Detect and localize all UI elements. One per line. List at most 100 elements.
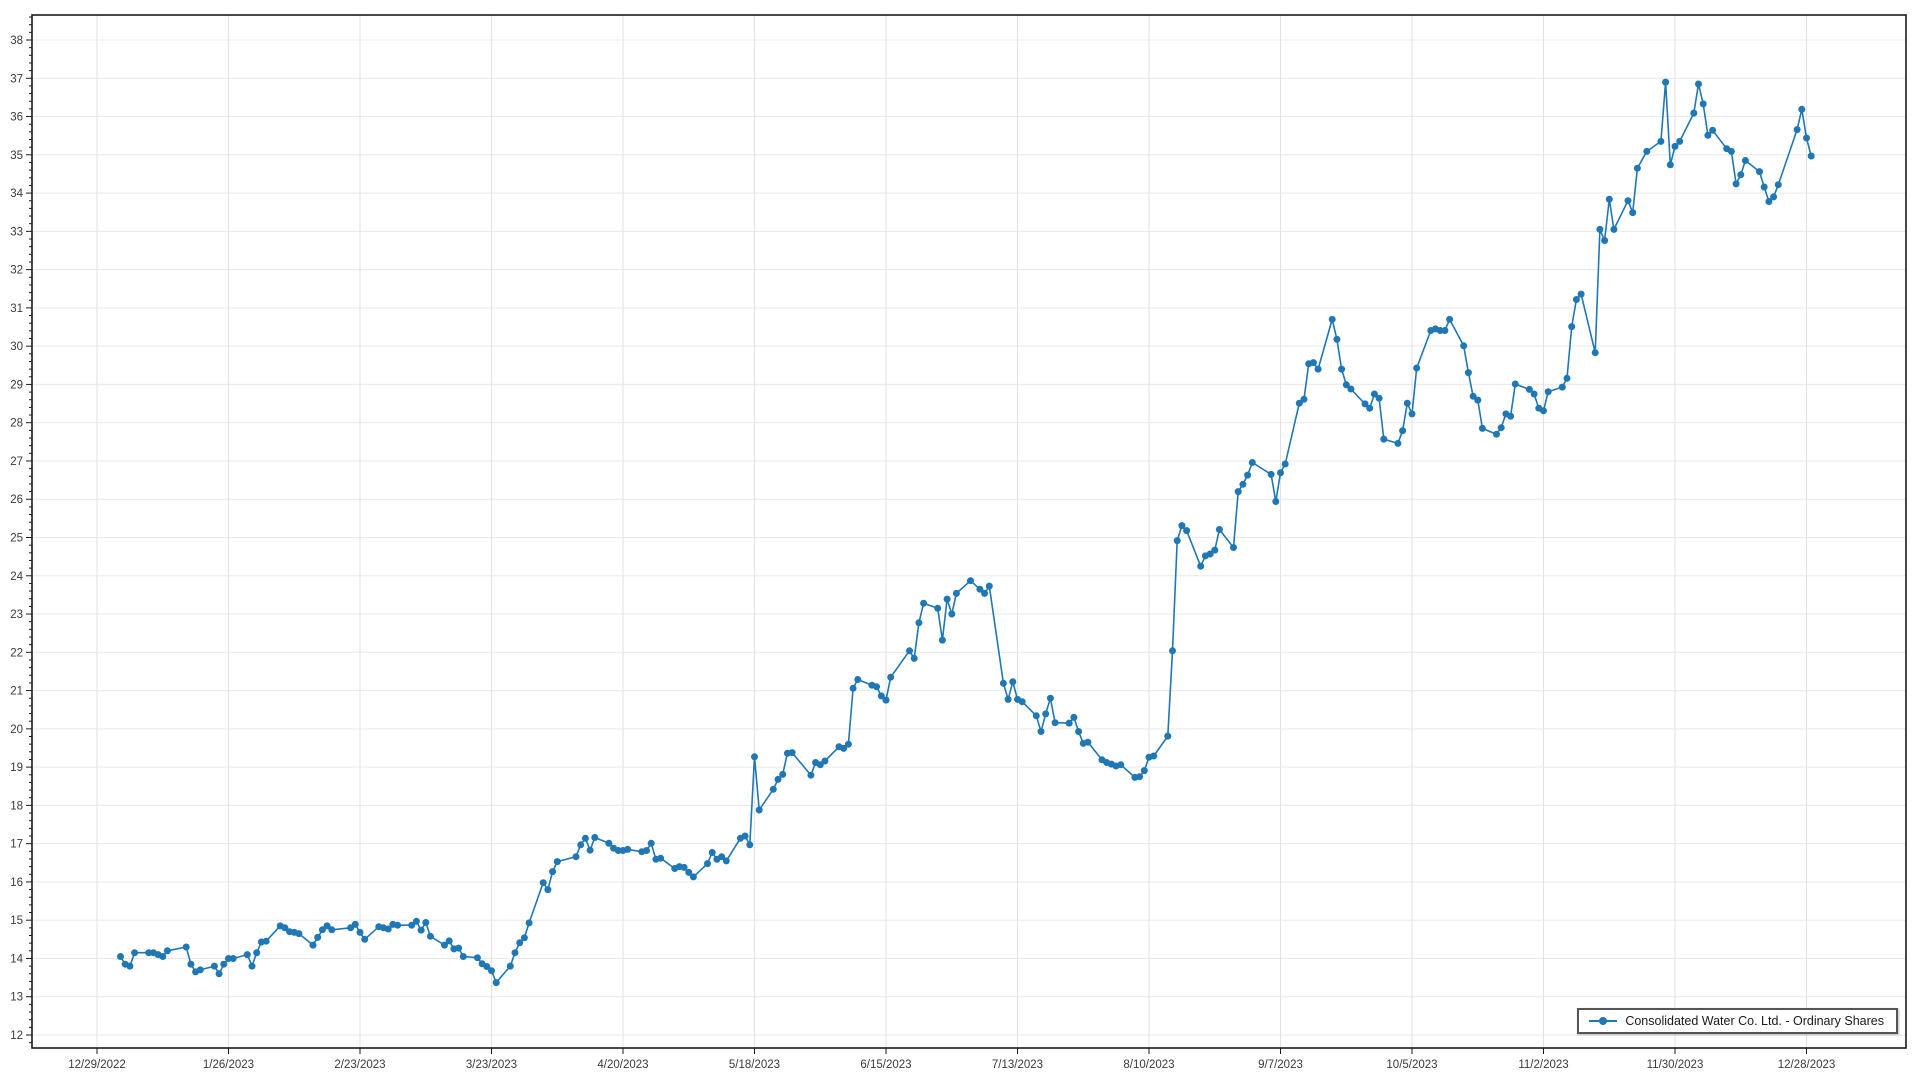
data-point[interactable]: [708, 849, 716, 856]
data-point[interactable]: [1671, 142, 1679, 150]
data-point[interactable]: [1009, 678, 1017, 686]
data-point[interactable]: [1737, 171, 1745, 179]
data-point[interactable]: [1760, 183, 1768, 191]
data-point[interactable]: [356, 928, 364, 936]
data-point[interactable]: [1624, 197, 1632, 205]
data-point[interactable]: [539, 879, 547, 887]
data-point[interactable]: [1075, 728, 1083, 735]
data-point[interactable]: [1568, 323, 1576, 331]
data-point[interactable]: [1774, 181, 1782, 189]
data-point[interactable]: [215, 970, 223, 978]
data-point[interactable]: [426, 932, 434, 940]
data-point[interactable]: [934, 604, 942, 612]
data-point[interactable]: [1361, 400, 1369, 408]
data-point[interactable]: [1493, 430, 1500, 438]
data-point[interactable]: [952, 589, 960, 597]
data-point[interactable]: [967, 577, 974, 585]
data-point[interactable]: [492, 979, 500, 987]
data-point[interactable]: [1333, 335, 1341, 343]
data-point[interactable]: [525, 919, 533, 927]
data-point[interactable]: [1756, 168, 1763, 176]
data-point[interactable]: [1666, 161, 1674, 169]
data-point[interactable]: [1558, 383, 1566, 391]
data-point[interactable]: [844, 740, 852, 748]
data-point[interactable]: [117, 953, 124, 960]
data-point[interactable]: [1695, 80, 1702, 88]
data-point[interactable]: [821, 757, 829, 765]
data-point[interactable]: [910, 654, 918, 662]
data-point[interactable]: [1244, 471, 1252, 479]
data-point[interactable]: [1770, 193, 1778, 201]
data-point[interactable]: [1610, 225, 1618, 233]
data-point[interactable]: [1793, 126, 1801, 134]
data-point[interactable]: [1004, 695, 1012, 703]
data-point[interactable]: [281, 924, 289, 932]
data-point[interactable]: [647, 839, 655, 847]
data-point[interactable]: [1380, 435, 1388, 443]
data-point[interactable]: [488, 967, 495, 975]
data-point[interactable]: [882, 696, 890, 704]
data-point[interactable]: [1173, 537, 1181, 545]
data-point[interactable]: [1530, 390, 1538, 398]
data-point[interactable]: [840, 744, 848, 752]
data-point[interactable]: [422, 919, 430, 926]
data-point[interactable]: [309, 941, 317, 949]
data-point[interactable]: [1042, 710, 1050, 718]
data-point[interactable]: [1197, 562, 1205, 570]
data-point[interactable]: [1051, 719, 1059, 727]
data-point[interactable]: [248, 962, 256, 970]
data-point[interactable]: [323, 922, 331, 930]
data-point[interactable]: [873, 683, 881, 691]
data-point[interactable]: [722, 857, 730, 865]
data-point[interactable]: [1803, 134, 1810, 142]
data-point[interactable]: [455, 944, 463, 952]
data-point[interactable]: [511, 949, 519, 957]
data-point[interactable]: [1375, 394, 1383, 402]
data-point[interactable]: [1732, 180, 1740, 188]
data-point[interactable]: [1347, 385, 1355, 393]
data-point[interactable]: [943, 595, 951, 603]
data-point[interactable]: [1657, 137, 1665, 145]
data-point[interactable]: [412, 917, 420, 925]
data-point[interactable]: [1206, 550, 1214, 558]
data-point[interactable]: [1338, 365, 1346, 373]
data-point[interactable]: [1699, 100, 1707, 108]
data-point[interactable]: [1540, 407, 1547, 415]
data-point[interactable]: [689, 873, 697, 881]
data-point[interactable]: [253, 949, 261, 957]
data-point[interactable]: [769, 785, 777, 793]
data-point[interactable]: [581, 834, 589, 842]
data-point[interactable]: [1633, 164, 1641, 172]
data-point[interactable]: [445, 937, 453, 945]
data-point[interactable]: [520, 934, 528, 942]
data-point[interactable]: [1281, 460, 1289, 468]
data-point[interactable]: [506, 962, 514, 970]
data-point[interactable]: [1267, 470, 1275, 478]
data-point[interactable]: [408, 921, 416, 929]
data-point[interactable]: [1563, 374, 1571, 382]
data-point[interactable]: [1032, 712, 1040, 720]
data-point[interactable]: [807, 771, 815, 779]
data-point[interactable]: [906, 647, 913, 655]
data-point[interactable]: [394, 921, 402, 929]
data-point[interactable]: [1596, 225, 1604, 233]
data-point[interactable]: [591, 834, 599, 841]
data-point[interactable]: [1474, 396, 1482, 404]
data-point[interactable]: [295, 930, 303, 938]
data-point[interactable]: [459, 953, 467, 960]
data-point[interactable]: [1084, 738, 1092, 746]
data-point[interactable]: [572, 853, 580, 861]
data-point[interactable]: [1572, 296, 1580, 303]
data-point[interactable]: [1408, 410, 1416, 418]
data-point[interactable]: [328, 926, 336, 934]
data-point[interactable]: [473, 954, 481, 962]
data-point[interactable]: [1413, 364, 1421, 372]
data-point[interactable]: [1704, 131, 1712, 139]
data-point[interactable]: [1709, 126, 1717, 134]
data-point[interactable]: [657, 854, 665, 862]
data-point[interactable]: [516, 939, 524, 947]
data-point[interactable]: [1295, 399, 1303, 407]
data-point[interactable]: [1460, 342, 1468, 350]
data-point[interactable]: [1309, 359, 1317, 367]
data-point[interactable]: [361, 935, 369, 943]
